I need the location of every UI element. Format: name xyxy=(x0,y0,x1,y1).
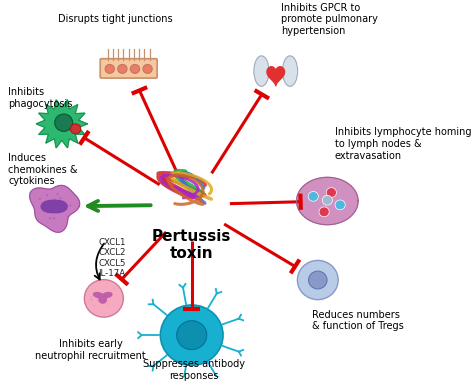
Circle shape xyxy=(105,64,114,74)
Circle shape xyxy=(46,194,48,196)
Circle shape xyxy=(54,198,56,201)
Ellipse shape xyxy=(283,56,298,86)
Circle shape xyxy=(53,217,55,219)
Circle shape xyxy=(97,300,98,301)
Text: Inhibits GPCR to
promote pulmonary
hypertension: Inhibits GPCR to promote pulmonary hyper… xyxy=(282,3,378,36)
Circle shape xyxy=(297,260,338,300)
Circle shape xyxy=(59,197,62,199)
Circle shape xyxy=(70,124,81,134)
Circle shape xyxy=(43,207,46,209)
Circle shape xyxy=(143,64,152,74)
Circle shape xyxy=(322,195,332,205)
Circle shape xyxy=(130,64,140,74)
Polygon shape xyxy=(93,293,112,303)
Circle shape xyxy=(49,217,51,219)
Text: CXCL1
CXCL2
CXCL5
IL-17A: CXCL1 CXCL2 CXCL5 IL-17A xyxy=(98,238,126,278)
Circle shape xyxy=(108,295,109,297)
Text: Inhibits lymphocyte homing
to lymph nodes &
extravasation: Inhibits lymphocyte homing to lymph node… xyxy=(335,128,472,160)
Circle shape xyxy=(67,216,69,218)
Polygon shape xyxy=(41,200,67,213)
Polygon shape xyxy=(30,185,80,232)
Polygon shape xyxy=(297,177,358,225)
Circle shape xyxy=(309,271,327,289)
Circle shape xyxy=(91,299,93,301)
Circle shape xyxy=(308,192,319,201)
Text: Disrupts tight junctions: Disrupts tight junctions xyxy=(58,14,173,24)
Circle shape xyxy=(335,200,345,210)
Circle shape xyxy=(177,321,207,350)
Text: Pertussis
toxin: Pertussis toxin xyxy=(152,229,231,261)
Text: Inhibits early
neutrophil recruitment: Inhibits early neutrophil recruitment xyxy=(35,339,146,361)
Circle shape xyxy=(107,303,109,305)
Circle shape xyxy=(118,64,127,74)
Circle shape xyxy=(93,305,95,307)
Text: Reduces numbers
& function of Tregs: Reduces numbers & function of Tregs xyxy=(312,309,404,331)
Circle shape xyxy=(44,204,46,206)
Circle shape xyxy=(104,292,106,294)
Circle shape xyxy=(91,296,92,298)
Circle shape xyxy=(69,205,72,206)
Ellipse shape xyxy=(254,56,269,86)
Circle shape xyxy=(84,280,123,317)
Circle shape xyxy=(113,287,115,289)
FancyBboxPatch shape xyxy=(100,59,157,78)
Circle shape xyxy=(326,188,337,197)
Circle shape xyxy=(160,305,223,365)
Circle shape xyxy=(97,297,99,299)
Circle shape xyxy=(39,198,41,200)
Circle shape xyxy=(51,199,53,201)
Circle shape xyxy=(319,207,329,217)
Circle shape xyxy=(91,299,92,300)
Circle shape xyxy=(45,205,47,208)
Text: Inhibits
phagocytosis: Inhibits phagocytosis xyxy=(9,87,73,109)
Polygon shape xyxy=(36,100,87,148)
Circle shape xyxy=(55,114,73,131)
Circle shape xyxy=(56,193,59,195)
Text: Suppresses antibody
responses: Suppresses antibody responses xyxy=(143,359,245,381)
Polygon shape xyxy=(267,67,284,85)
Text: Induces
chemokines &
cytokines: Induces chemokines & cytokines xyxy=(9,153,78,187)
